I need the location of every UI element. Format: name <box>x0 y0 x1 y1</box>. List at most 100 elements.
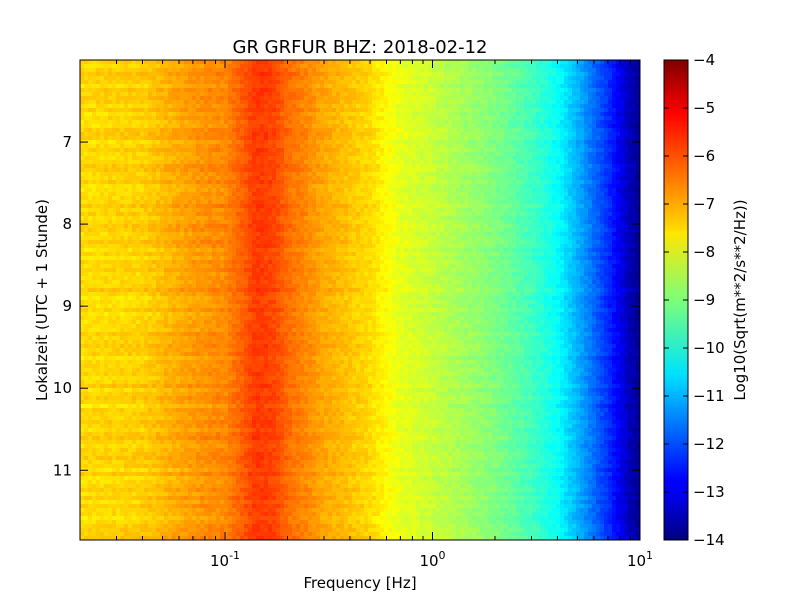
heatmap-cell <box>564 120 569 125</box>
heatmap-cell <box>508 124 513 129</box>
heatmap-cell <box>84 96 89 101</box>
heatmap-cell <box>416 100 421 105</box>
heatmap-cell <box>592 188 597 193</box>
heatmap-cell <box>444 128 449 133</box>
heatmap-cell <box>80 192 85 197</box>
heatmap-cell <box>596 100 601 105</box>
heatmap-cell <box>560 184 565 189</box>
heatmap-cell <box>304 172 309 177</box>
heatmap-cell <box>376 84 381 89</box>
heatmap-cell <box>404 176 409 181</box>
heatmap-cell <box>340 124 345 129</box>
heatmap-cell <box>624 100 629 105</box>
heatmap-cell <box>288 84 293 89</box>
heatmap-cell <box>500 184 505 189</box>
heatmap-cell <box>280 140 285 145</box>
heatmap-cell <box>256 64 261 69</box>
heatmap-cell <box>412 80 417 85</box>
heatmap-cell <box>488 116 493 121</box>
heatmap-cell <box>300 196 305 201</box>
heatmap-cell <box>96 156 101 161</box>
heatmap-cell <box>576 160 581 165</box>
heatmap-cell <box>520 128 525 133</box>
heatmap-cell <box>512 124 517 129</box>
heatmap-cell <box>204 128 209 133</box>
heatmap-cell <box>124 188 129 193</box>
heatmap-cell <box>452 68 457 73</box>
heatmap-cell <box>404 180 409 185</box>
heatmap-cell <box>560 72 565 77</box>
heatmap-cell <box>628 120 633 125</box>
heatmap-cell <box>384 180 389 185</box>
heatmap-cell <box>420 156 425 161</box>
heatmap-cell <box>600 120 605 125</box>
heatmap-cell <box>316 140 321 145</box>
heatmap-cell <box>304 164 309 169</box>
heatmap-cell <box>592 112 597 117</box>
heatmap-cell <box>192 184 197 189</box>
heatmap-cell <box>112 116 117 121</box>
heatmap-cell <box>312 140 317 145</box>
heatmap-cell <box>260 64 265 69</box>
heatmap-cell <box>108 196 113 201</box>
heatmap-cell <box>364 168 369 173</box>
heatmap-cell <box>296 168 301 173</box>
heatmap-cell <box>232 120 237 125</box>
heatmap-cell <box>168 72 173 77</box>
heatmap-cell <box>340 64 345 69</box>
heatmap-cell <box>520 172 525 177</box>
heatmap-cell <box>592 156 597 161</box>
heatmap-cell <box>544 168 549 173</box>
heatmap-cell <box>244 148 249 153</box>
heatmap-cell <box>296 192 301 197</box>
heatmap-cell <box>420 180 425 185</box>
heatmap-cell <box>136 168 141 173</box>
heatmap-cell <box>324 156 329 161</box>
heatmap-cell <box>456 112 461 117</box>
heatmap-cell <box>596 116 601 121</box>
heatmap-cell <box>132 116 137 121</box>
heatmap-cell <box>148 116 153 121</box>
heatmap-cell <box>364 104 369 109</box>
heatmap-cell <box>88 136 93 141</box>
heatmap-cell <box>200 112 205 117</box>
heatmap-cell <box>428 88 433 93</box>
heatmap-cell <box>392 120 397 125</box>
heatmap-cell <box>464 64 469 69</box>
heatmap-cell <box>160 80 165 85</box>
heatmap-cell <box>484 140 489 145</box>
heatmap-cell <box>224 176 229 181</box>
heatmap-cell <box>212 108 217 113</box>
heatmap-cell <box>172 88 177 93</box>
heatmap-cell <box>172 192 177 197</box>
heatmap-cell <box>256 200 261 205</box>
heatmap-cell <box>248 68 253 73</box>
heatmap-cell <box>320 136 325 141</box>
heatmap-cell <box>152 120 157 125</box>
heatmap-cell <box>108 200 113 205</box>
heatmap-cell <box>184 144 189 149</box>
heatmap-cell <box>592 96 597 101</box>
heatmap-cell <box>184 120 189 125</box>
heatmap-cell <box>408 124 413 129</box>
heatmap-cell <box>324 100 329 105</box>
heatmap-cell <box>188 108 193 113</box>
heatmap-cell <box>280 92 285 97</box>
heatmap-cell <box>376 64 381 69</box>
heatmap-cell <box>224 136 229 141</box>
heatmap-cell <box>552 60 557 65</box>
heatmap-cell <box>308 148 313 153</box>
heatmap-cell <box>336 152 341 157</box>
heatmap-cell <box>452 88 457 93</box>
heatmap-cell <box>168 148 173 153</box>
heatmap-cell <box>336 140 341 145</box>
heatmap-cell <box>204 120 209 125</box>
heatmap-cell <box>216 124 221 129</box>
heatmap-cell <box>580 144 585 149</box>
heatmap-cell <box>200 84 205 89</box>
heatmap-cell <box>548 112 553 117</box>
heatmap-cell <box>248 76 253 81</box>
heatmap-cell <box>576 76 581 81</box>
heatmap-cell <box>604 156 609 161</box>
heatmap-cell <box>316 92 321 97</box>
